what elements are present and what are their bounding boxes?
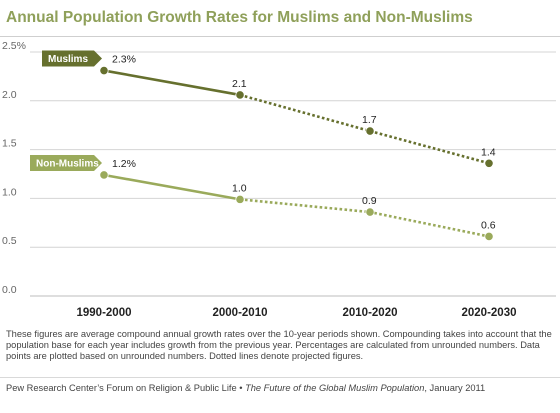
grid-lines	[30, 51, 556, 297]
source-suffix: , January 2011	[424, 383, 486, 393]
footnote: These figures are average compound annua…	[6, 329, 552, 361]
y-tick-label: 0.0	[2, 284, 17, 296]
series-line-projected	[239, 93, 490, 165]
line-chart: 0.0 0.5 1.0 1.5 2.0 2.5% 1990-2000 2000-2010 20…	[2, 40, 556, 319]
x-axis-categories: 1990-2000 2000-2010 2010-2020 2020-2030	[77, 307, 517, 319]
source-line: Pew Research Center’s Forum on Religion …	[6, 383, 556, 393]
series-tag	[30, 154, 102, 171]
y-tick-label: 1.0	[2, 186, 17, 198]
y-axis-ticks: 0.0 0.5 1.0 1.5 2.0 2.5%	[2, 40, 26, 296]
data-label: 1.7	[362, 114, 377, 126]
series-line-actual	[103, 173, 241, 201]
data-point	[484, 158, 494, 168]
data-label: 2.3%	[112, 54, 136, 66]
title-divider	[0, 36, 560, 37]
series-line-actual	[103, 69, 241, 97]
data-point	[99, 65, 109, 76]
data-point	[365, 207, 375, 217]
y-tick-label: 0.5	[2, 235, 17, 247]
series-points	[99, 65, 494, 242]
data-label: 1.4	[481, 146, 496, 158]
x-tick-label: 2000-2010	[213, 307, 268, 319]
data-point	[484, 231, 494, 242]
x-tick-label: 2020-2030	[462, 307, 517, 319]
x-tick-label: 2010-2020	[343, 307, 398, 319]
series-tags: Muslims Non-Muslims	[30, 50, 102, 171]
data-point	[235, 194, 245, 204]
y-tick-label: 2.5%	[2, 40, 26, 52]
data-label: 2.1	[232, 78, 247, 90]
chart-title: Annual Population Growth Rates for Musli…	[6, 9, 473, 26]
y-tick-label: 1.5	[2, 138, 17, 150]
source-publication: The Future of the Global Muslim Populati…	[245, 383, 425, 393]
series-tag-label: Non-Muslims	[36, 158, 99, 169]
data-point	[365, 126, 375, 136]
series-tag-label: Muslims	[48, 54, 88, 65]
x-tick-label: 1990-2000	[77, 307, 132, 319]
series-tag	[42, 50, 102, 67]
data-labels: 2.3% 2.1 1.7 1.4 1.2% 1.0 0.9 0.6	[112, 54, 496, 232]
data-label: 1.2%	[112, 158, 136, 170]
data-label: 0.6	[481, 219, 496, 231]
source-prefix: Pew Research Center’s Forum on Religion …	[6, 383, 246, 393]
series-lines	[103, 69, 490, 238]
data-point	[235, 90, 245, 100]
data-label: 0.9	[362, 195, 377, 207]
y-tick-label: 2.0	[2, 89, 17, 101]
data-point	[99, 170, 109, 180]
footer-divider	[0, 377, 560, 378]
data-label: 1.0	[232, 182, 247, 194]
